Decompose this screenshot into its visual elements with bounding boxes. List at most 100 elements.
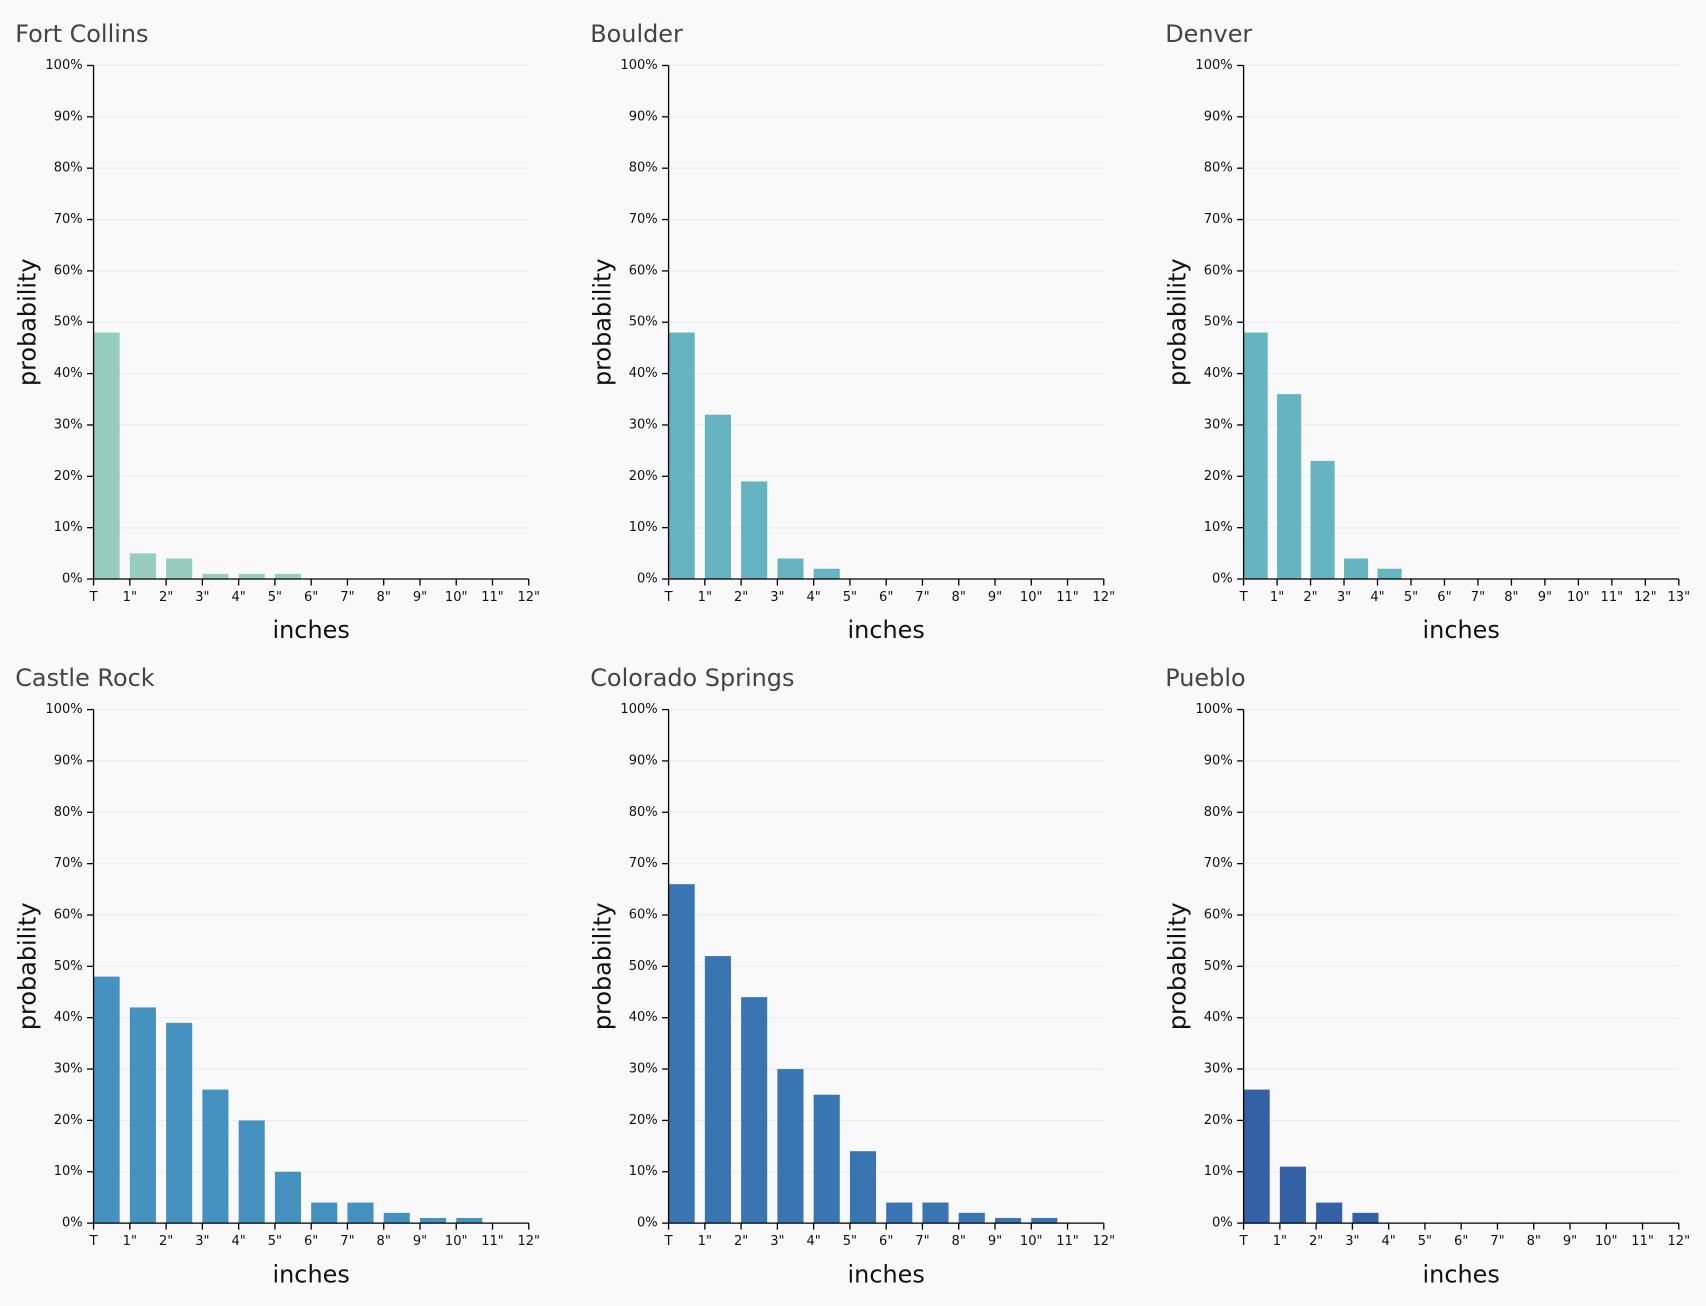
x-tick-label: 6" [1454, 1234, 1468, 1249]
y-tick-label: 60% [629, 907, 658, 922]
x-tick-label: 3" [770, 590, 784, 605]
x-tick-label: 1" [123, 1234, 137, 1249]
y-tick-label: 40% [1204, 366, 1233, 381]
y-tick-label: 60% [1204, 907, 1233, 922]
bar [93, 332, 120, 580]
x-tick-label: 8" [952, 590, 966, 605]
bar [93, 976, 120, 1224]
x-tick-label: 12" [517, 590, 540, 605]
x-tick-label: 4" [231, 1234, 245, 1249]
x-tick-label: 3" [195, 590, 209, 605]
x-tick-label: 13" [1667, 590, 1690, 605]
x-tick-label: 7" [1490, 1234, 1504, 1249]
x-tick-label: T [664, 1234, 673, 1249]
y-tick-label: 90% [1204, 753, 1233, 768]
x-tick-label: 2" [159, 590, 173, 605]
bar [741, 997, 768, 1224]
bar [129, 1007, 156, 1224]
x-tick-label: 2" [734, 1234, 748, 1249]
x-tick-label: 9" [1563, 1234, 1577, 1249]
x-tick-label: 2" [1303, 590, 1317, 605]
x-tick-label: 8" [1527, 1234, 1541, 1249]
x-tick-label: 1" [1270, 590, 1284, 605]
chart-title: Fort Collins [15, 20, 148, 48]
y-tick-label: 10% [1204, 520, 1233, 535]
x-axis-label: inches [1423, 1260, 1500, 1288]
bar [668, 332, 695, 580]
y-tick-label: 30% [629, 417, 658, 432]
chart-panel: Castle Rock 0% 10% 20% 30% 40% 50% 60% 70% 80% 90%… [13, 664, 540, 1288]
bar [166, 558, 193, 580]
x-tick-label: 8" [377, 1234, 391, 1249]
y-tick-label: 40% [629, 1010, 658, 1025]
x-tick-label: T [1239, 1234, 1248, 1249]
y-tick-label: 0% [637, 1216, 658, 1231]
y-axis-label: probability [588, 258, 616, 386]
x-tick-label: 4" [806, 1234, 820, 1249]
x-tick-label: 1" [1273, 1234, 1287, 1249]
y-tick-label: 40% [54, 1010, 83, 1025]
bar [1031, 1217, 1058, 1224]
x-tick-label: 10" [1567, 590, 1590, 605]
x-tick-label: 10" [1020, 590, 1043, 605]
chart-title: Denver [1165, 20, 1252, 48]
bar [777, 1069, 804, 1224]
x-tick-label: 12" [517, 1234, 540, 1249]
y-tick-label: 100% [620, 58, 657, 73]
y-tick-label: 10% [629, 520, 658, 535]
bar [383, 1212, 410, 1224]
y-tick-label: 20% [54, 1113, 83, 1128]
x-tick-label: 9" [413, 1234, 427, 1249]
x-tick-label: 1" [123, 590, 137, 605]
y-tick-label: 0% [1212, 1216, 1233, 1231]
bar [704, 956, 731, 1224]
x-tick-label: 10" [445, 1234, 468, 1249]
y-axis-label: probability [588, 903, 616, 1031]
chart-panel: Fort Collins 0% 10% 20% 30% 40% 50% 60% 70% 80% 90… [13, 20, 540, 644]
bar [1377, 568, 1402, 580]
x-tick-label: 7" [915, 1234, 929, 1249]
x-tick-label: 10" [1595, 1234, 1618, 1249]
x-tick-label: 7" [340, 590, 354, 605]
bar [202, 1089, 229, 1224]
bar [274, 1171, 302, 1224]
bar [1310, 460, 1335, 580]
x-tick-label: 3" [195, 1234, 209, 1249]
y-tick-label: 0% [62, 1216, 83, 1231]
x-tick-label: 6" [879, 590, 893, 605]
x-tick-label: 6" [304, 590, 318, 605]
bar [1279, 1166, 1306, 1224]
bar [166, 1022, 193, 1224]
x-tick-label: 11" [1056, 1234, 1079, 1249]
bar [994, 1217, 1022, 1224]
bar [704, 414, 731, 580]
bar [1344, 558, 1369, 580]
bar [813, 568, 840, 580]
y-tick-label: 80% [54, 805, 83, 820]
x-tick-label: 6" [879, 1234, 893, 1249]
bar [1316, 1202, 1343, 1224]
chart-title: Colorado Springs [590, 664, 794, 692]
y-tick-label: 20% [629, 469, 658, 484]
y-tick-label: 50% [54, 959, 83, 974]
y-tick-label: 70% [54, 212, 83, 227]
y-tick-label: 50% [1204, 959, 1233, 974]
y-tick-label: 0% [62, 572, 83, 587]
bar [886, 1202, 913, 1224]
x-tick-label: 7" [1471, 590, 1485, 605]
x-tick-label: 9" [1538, 590, 1552, 605]
y-tick-label: 40% [54, 366, 83, 381]
y-tick-label: 80% [1204, 161, 1233, 176]
x-tick-label: 12" [1634, 590, 1657, 605]
x-tick-label: 11" [481, 1234, 504, 1249]
x-tick-label: 8" [377, 590, 391, 605]
y-tick-label: 20% [629, 1113, 658, 1128]
x-tick-label: 10" [445, 590, 468, 605]
x-tick-label: 2" [159, 1234, 173, 1249]
chart-panel: Boulder 0% 10% 20% 30% 40% 50% 60% 70% 80% 90% 100%… [588, 20, 1115, 644]
y-tick-label: 90% [54, 109, 83, 124]
chart-title: Boulder [590, 20, 683, 48]
x-tick-label: 3" [770, 1234, 784, 1249]
x-tick-label: T [664, 590, 673, 605]
